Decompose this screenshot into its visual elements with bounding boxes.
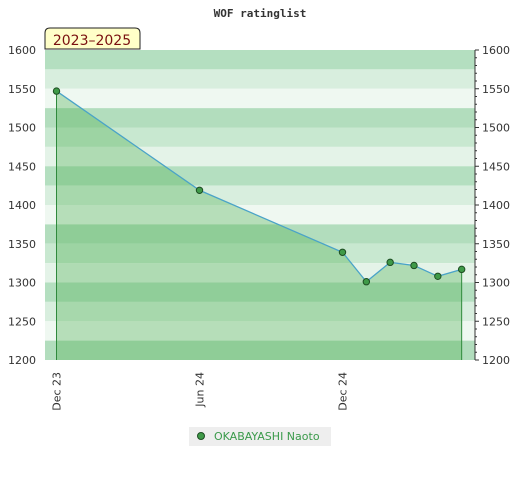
grid-band <box>45 340 475 360</box>
data-point <box>338 248 347 256</box>
data-point <box>386 258 394 267</box>
chart-title: WOF ratinglist <box>214 7 307 20</box>
background-bands <box>45 50 475 360</box>
y-tick-label-right: 1450 <box>482 160 510 173</box>
data-point <box>52 87 61 95</box>
y-tick-label-left: 1450 <box>8 160 36 173</box>
grid-band <box>45 205 475 225</box>
grid-band <box>45 224 475 244</box>
x-axis: Dec 23 Jun 24 Dec 24 <box>51 372 350 411</box>
legend[interactable]: OKABAYASHI Naoto <box>189 427 331 446</box>
y-tick-label-left: 1250 <box>8 315 36 328</box>
y-tick-label-right: 1600 <box>482 44 510 57</box>
y-axis-left: 1200 1250 1300 1350 1400 1450 1500 1550 1600 <box>8 44 36 367</box>
rating-line <box>56 90 462 283</box>
y-tick-label-right: 1250 <box>482 315 510 328</box>
y-tick-label-left: 1200 <box>8 354 36 367</box>
x-tick-label: Dec 24 <box>337 372 350 411</box>
grid-band <box>45 301 475 322</box>
grid-band <box>45 321 475 341</box>
grid-band <box>45 146 475 167</box>
data-point <box>410 261 418 270</box>
y-axis-right: 1200 1250 1300 1350 1400 1450 1500 1550 1600 <box>474 44 510 367</box>
y-tick-label-right: 1550 <box>482 83 510 96</box>
grid-band <box>45 50 475 70</box>
badge-label: 2023–2025 <box>53 33 131 49</box>
x-tick-label: Dec 23 <box>51 372 64 411</box>
year-range-badge: 2023–2025 <box>44 27 141 50</box>
area-layer <box>52 87 466 360</box>
data-point <box>434 272 442 280</box>
data-point <box>457 265 466 274</box>
rating-area <box>56 91 462 360</box>
y-tick-label-right: 1500 <box>482 122 510 135</box>
grid-band <box>45 69 475 89</box>
y-tick-label-right: 1200 <box>482 354 510 367</box>
legend-label: OKABAYASHI Naoto <box>214 430 320 443</box>
grid-band <box>45 127 475 147</box>
y-tick-label-right: 1400 <box>482 199 510 212</box>
data-point <box>362 278 371 286</box>
y-tick-label-right: 1350 <box>482 238 510 251</box>
y-tick-label-left: 1500 <box>8 122 36 135</box>
grid-band <box>45 108 475 128</box>
grid-band <box>45 282 475 302</box>
y-tick-label-left: 1400 <box>8 199 36 212</box>
y-tick-label-left: 1600 <box>8 44 36 57</box>
data-point <box>195 186 204 194</box>
y-tick-label-left: 1550 <box>8 83 36 96</box>
y-tick-label-left: 1300 <box>8 277 36 290</box>
y-tick-label-right: 1300 <box>482 277 510 290</box>
grid-band <box>45 243 475 264</box>
y-tick-label-left: 1350 <box>8 238 36 251</box>
grid-band <box>45 166 475 186</box>
legend-marker <box>197 432 205 440</box>
grid-band <box>45 263 475 283</box>
x-tick-label: Jun 24 <box>194 372 207 408</box>
grid-band <box>45 185 475 205</box>
grid-band <box>45 88 475 109</box>
